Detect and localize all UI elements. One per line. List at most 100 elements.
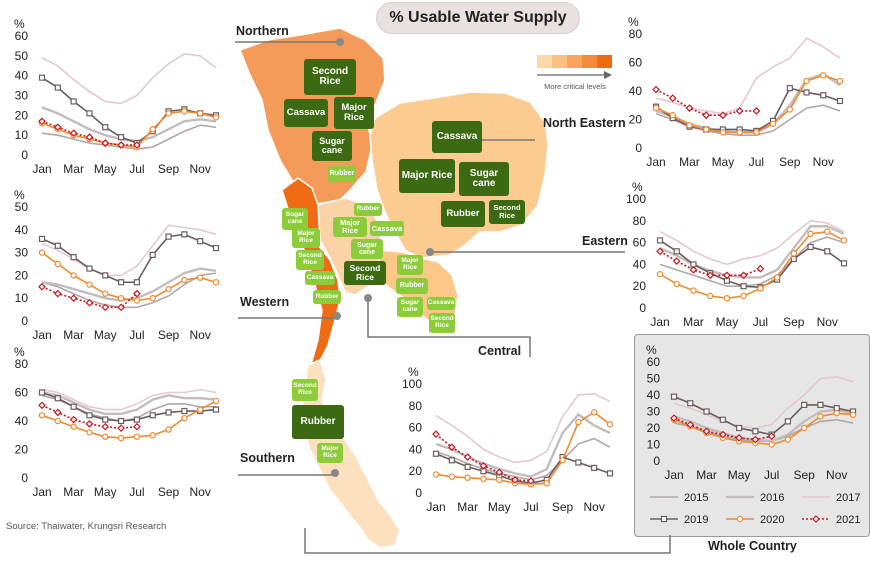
data-point-2021 — [101, 422, 110, 431]
y-tick-label: 0 — [639, 301, 646, 315]
data-point-2020 — [753, 129, 760, 136]
series-line-2016 — [41, 391, 217, 416]
series-2017 — [659, 219, 845, 266]
data-point-2019 — [786, 85, 793, 92]
x-tick-label: Mar — [679, 155, 700, 169]
y-tick-label: 20 — [633, 279, 647, 293]
legend-item-2017: 2017 — [802, 492, 860, 504]
y-tick-label: 40 — [409, 442, 423, 456]
data-point-2019 — [54, 395, 61, 402]
x-tick-label: Nov — [190, 162, 211, 176]
series-line-2017 — [659, 219, 845, 266]
y-tick-label: 0 — [21, 471, 28, 485]
y-tick-label: 20 — [15, 268, 29, 282]
crop-c-cassava: Cassava — [370, 221, 404, 236]
data-point-2020 — [773, 274, 781, 281]
y-tick-label: 80 — [15, 357, 29, 371]
series-line-2016 — [659, 225, 845, 279]
crop-w-major-rice: Major Rice — [292, 228, 320, 248]
data-point-2020 — [833, 409, 840, 417]
data-point-2021 — [85, 133, 94, 141]
data-point-2019 — [464, 463, 471, 470]
data-point-2020 — [102, 433, 109, 440]
x-tick-label: Nov — [826, 468, 847, 482]
data-point-2021 — [117, 303, 125, 312]
data-point-2020 — [149, 126, 156, 133]
data-point-2019 — [133, 279, 141, 286]
data-point-2019 — [70, 98, 77, 105]
data-point-2020 — [690, 287, 697, 294]
data-point-2019 — [54, 242, 61, 249]
legend-label: 2017 — [836, 492, 860, 504]
connector-eastern-dot — [426, 248, 434, 256]
data-point-2020 — [102, 290, 109, 297]
series-line-2016 — [673, 408, 854, 443]
data-point-2020 — [86, 429, 93, 436]
data-point-2019 — [735, 424, 743, 432]
data-point-2021 — [53, 289, 62, 298]
series-2019 — [38, 231, 220, 286]
data-point-2021 — [69, 415, 78, 424]
region-label-eastern: Eastern — [582, 234, 628, 248]
connector-central-dot — [364, 294, 372, 302]
data-point-2019 — [165, 409, 172, 416]
data-point-2019 — [820, 92, 827, 99]
legend-item-2021: 2021 — [802, 514, 860, 526]
series-line-2017 — [435, 392, 611, 464]
data-point-2021 — [69, 129, 78, 138]
data-point-2020 — [165, 426, 172, 433]
data-point-2019 — [149, 251, 156, 258]
x-tick-label: May — [716, 315, 739, 329]
data-point-2020 — [768, 441, 775, 448]
data-point-2021 — [672, 257, 681, 265]
series-2017 — [41, 53, 217, 105]
data-point-2020 — [181, 414, 188, 422]
y-tick-label: 20 — [15, 443, 29, 457]
x-tick-label: Mar — [63, 162, 84, 176]
data-point-2021 — [511, 476, 519, 484]
series-2021 — [652, 85, 761, 120]
data-point-2019 — [807, 243, 814, 251]
y-tick-label: 60 — [633, 236, 647, 250]
crop-e-rubber: Rubber — [396, 278, 428, 294]
legend-label: 2016 — [760, 492, 784, 504]
source-note: Source: Thaiwater, Krungsri Research — [6, 521, 167, 532]
connector-central — [367, 300, 531, 357]
data-point-2020 — [757, 285, 764, 292]
data-point-2020 — [817, 413, 824, 420]
data-point-2021 — [38, 117, 46, 126]
y-tick-label: 60 — [15, 386, 29, 400]
data-point-2021 — [751, 435, 760, 444]
data-point-2019 — [803, 89, 810, 96]
data-point-2019 — [117, 134, 125, 141]
map-legend-swatch — [597, 55, 612, 68]
data-point-2021 — [752, 107, 761, 115]
crop-e-sugar-cane: Sugar cane — [397, 297, 423, 317]
series-legend: 2015 2016 2017 2019 2020 2021 — [650, 492, 860, 526]
data-point-2020 — [543, 479, 550, 487]
y-tick-label: 0 — [635, 141, 642, 155]
y-tick-label: 0 — [21, 314, 28, 328]
y-tick-label: 0 — [21, 148, 28, 162]
series-2020 — [652, 72, 844, 136]
data-point-2020 — [669, 112, 676, 119]
y-tick-label: 80 — [629, 27, 643, 41]
data-point-2020 — [820, 72, 827, 79]
data-point-2019 — [117, 417, 125, 425]
x-tick-label: Mar — [63, 328, 84, 342]
region-label-whole-country: Whole Country — [708, 539, 797, 553]
data-point-2021 — [689, 266, 698, 274]
data-point-2019 — [38, 235, 46, 243]
crop-e-second-rice: Second Rice — [429, 313, 455, 333]
map-legend-swatch — [537, 55, 552, 68]
series-line-2015 — [435, 437, 611, 481]
series-line-2015 — [41, 124, 217, 150]
data-point-2020 — [575, 418, 582, 426]
series-2016 — [673, 408, 854, 443]
data-point-2021 — [53, 408, 62, 417]
chart-southern: % 0 20 40 60 80 Jan Mar May Jul Sep Nov — [14, 345, 220, 499]
data-point-2019 — [165, 233, 172, 240]
x-tick-label: Nov — [584, 500, 605, 514]
data-point-2020 — [719, 129, 727, 136]
series-2019 — [38, 389, 220, 425]
